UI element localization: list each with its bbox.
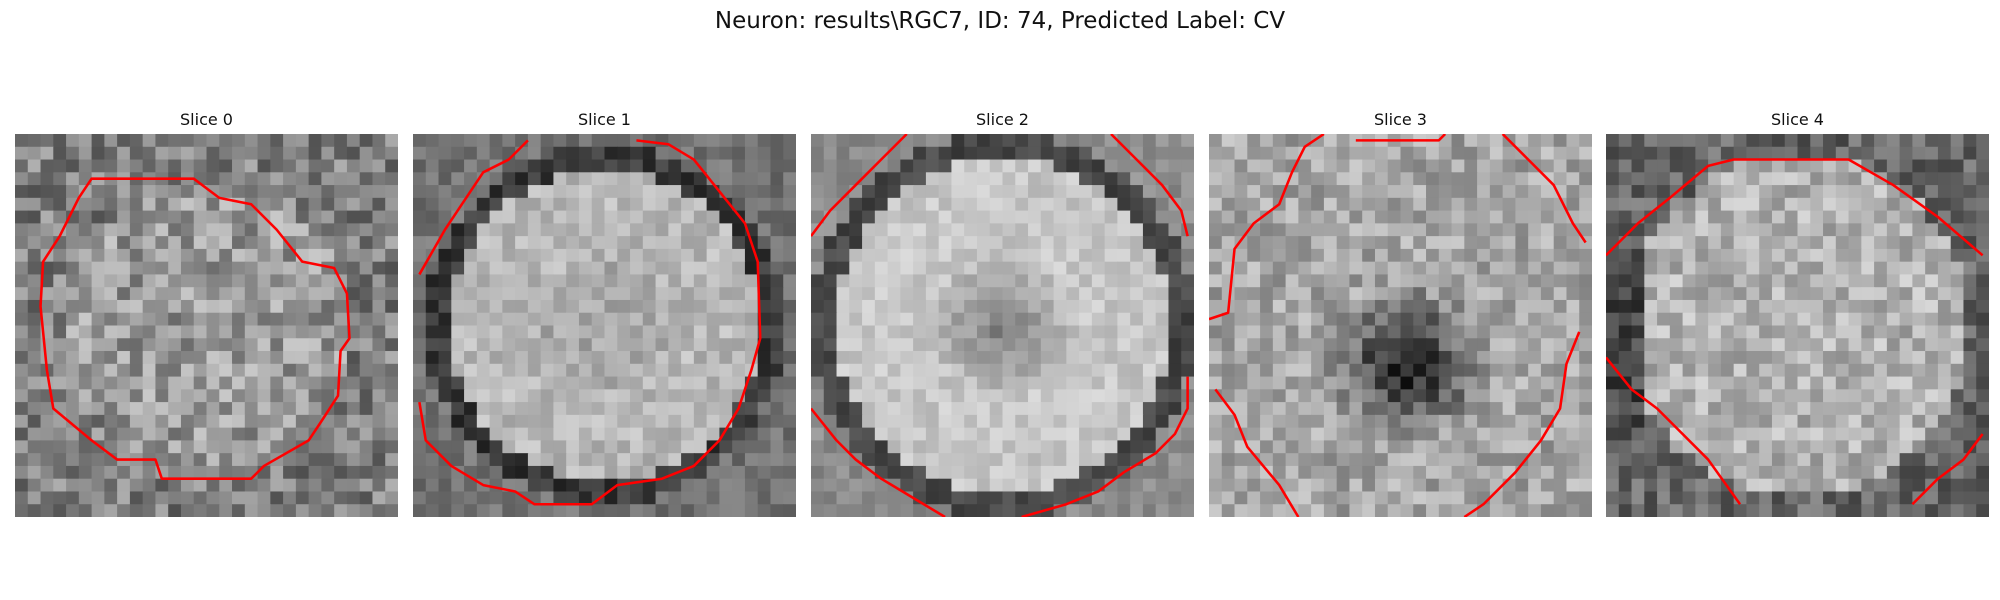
slice-image	[1209, 134, 1592, 517]
slice-title: Slice 0	[180, 110, 233, 129]
slice-image	[1606, 134, 1989, 517]
cell-contour	[39, 177, 351, 480]
pixel-grid	[1209, 134, 1592, 517]
pixel-grid	[15, 134, 398, 517]
cell-contour	[811, 134, 1189, 517]
figure-title: Neuron: results\RGC7, ID: 74, Predicted …	[714, 8, 1286, 34]
cell-contour	[1209, 134, 1587, 517]
slice-panel-2: Slice 2	[811, 110, 1194, 517]
slice-image	[413, 134, 796, 517]
pixel-grid	[1606, 134, 1989, 517]
pixel-grid	[413, 134, 796, 517]
slice-title: Slice 3	[1374, 110, 1427, 129]
slice-panel-3: Slice 3	[1209, 110, 1592, 517]
slice-image	[15, 134, 398, 517]
slice-panel-4: Slice 4	[1606, 110, 1989, 517]
slice-image	[811, 134, 1194, 517]
slice-title: Slice 2	[976, 110, 1029, 129]
cell-contour	[1606, 158, 1984, 506]
slice-title: Slice 1	[578, 110, 631, 129]
cell-contour	[418, 139, 762, 506]
slice-panel-0: Slice 0	[15, 110, 398, 517]
slice-panel-1: Slice 1	[413, 110, 796, 517]
slice-title: Slice 4	[1771, 110, 1824, 129]
pixel-grid	[811, 134, 1194, 517]
